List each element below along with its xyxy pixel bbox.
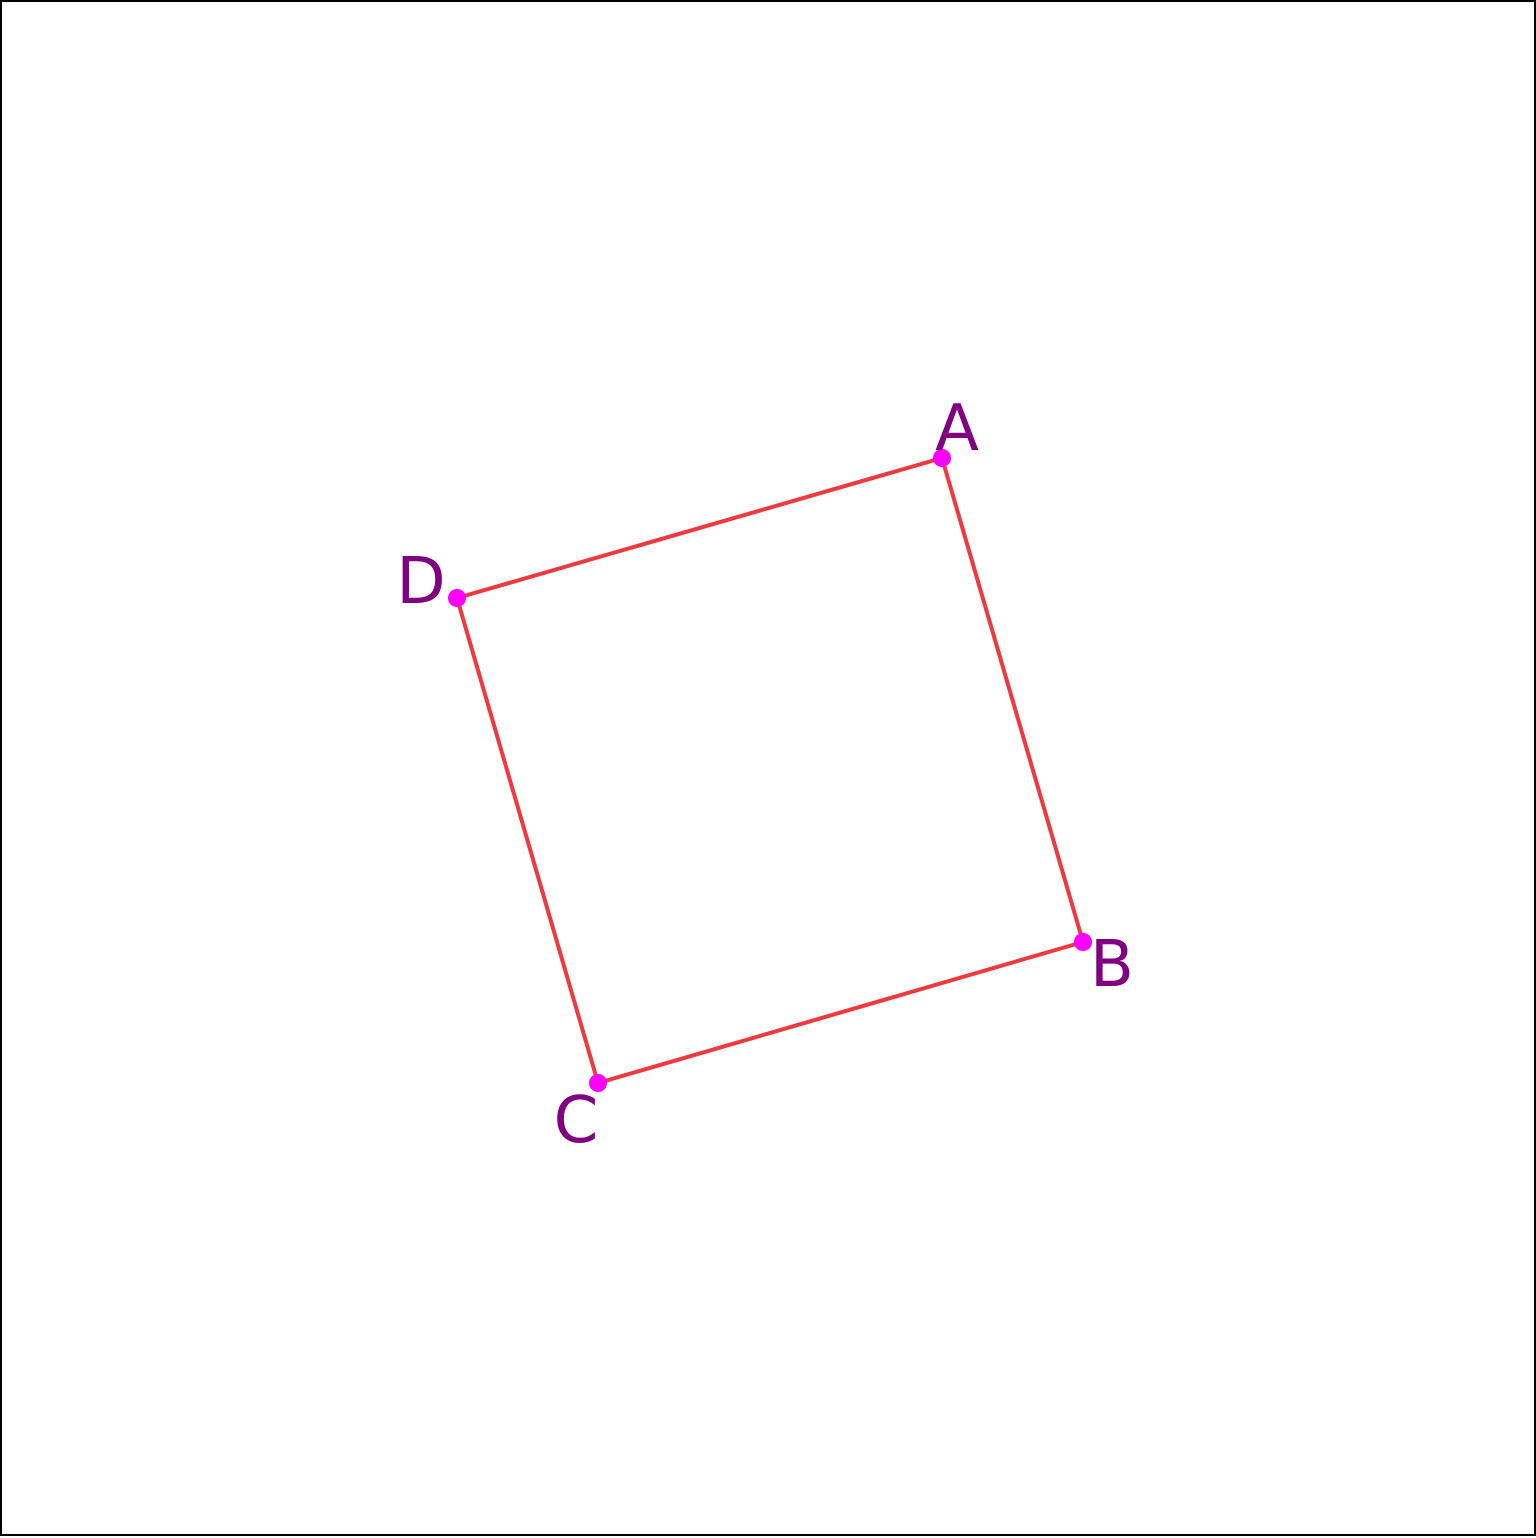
vertex-label-d: D bbox=[396, 545, 445, 619]
edges-layer bbox=[455, 456, 1085, 1085]
vertex-point-b bbox=[1074, 933, 1092, 951]
edge-cd bbox=[455, 596, 600, 1085]
edge-ab bbox=[940, 456, 1085, 944]
vertex-label-b: B bbox=[1090, 928, 1134, 1002]
vertex-point-d bbox=[448, 589, 466, 607]
points-layer bbox=[448, 449, 1092, 1092]
edge-bc bbox=[596, 940, 1085, 1085]
vertex-label-a: A bbox=[935, 392, 979, 466]
vertex-point-c bbox=[589, 1074, 607, 1092]
vertex-point-a bbox=[933, 449, 951, 467]
vertex-label-c: C bbox=[554, 1084, 599, 1158]
edge-da bbox=[455, 456, 944, 600]
labels-layer: A B C D bbox=[396, 392, 1134, 1158]
